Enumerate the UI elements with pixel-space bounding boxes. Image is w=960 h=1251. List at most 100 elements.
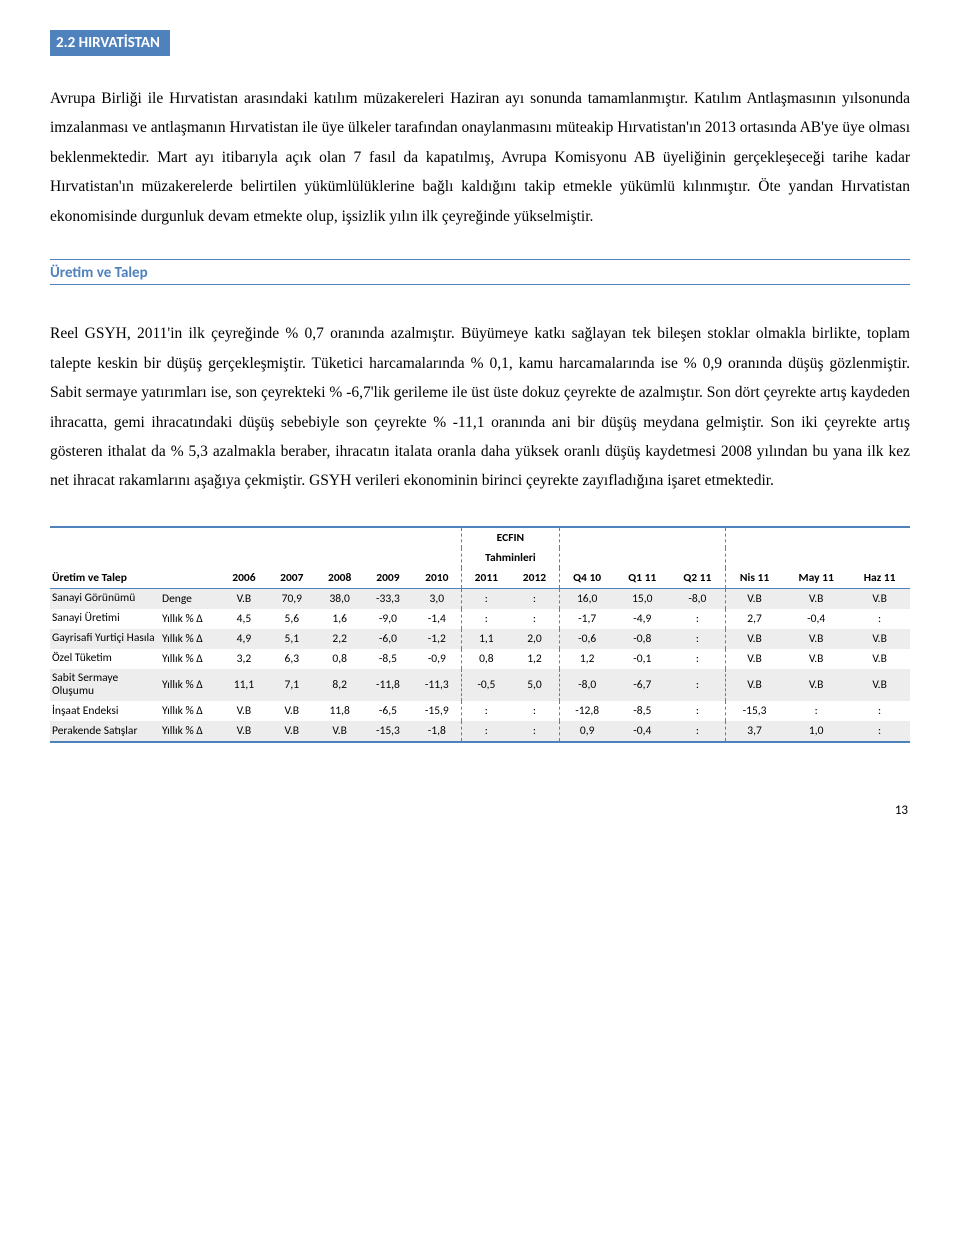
cell: -8,5 bbox=[615, 701, 670, 721]
cell: : bbox=[510, 701, 559, 721]
unit-label: Yıllık % Δ bbox=[160, 701, 220, 721]
cell: -0,6 bbox=[559, 629, 615, 649]
cell: V.B bbox=[316, 721, 364, 742]
intro-paragraph: Avrupa Birliği ile Hırvatistan arasındak… bbox=[50, 84, 910, 231]
cell: 1,2 bbox=[510, 649, 559, 669]
unit-label: Yıllık % Δ bbox=[160, 721, 220, 742]
cell: V.B bbox=[849, 649, 910, 669]
divider-bottom bbox=[50, 284, 910, 285]
cell: 6,3 bbox=[268, 649, 316, 669]
col-header: Nis 11 bbox=[725, 568, 783, 589]
cell: -33,3 bbox=[364, 588, 413, 609]
table-title: Üretim ve Talep bbox=[50, 568, 160, 589]
col-header: 2011 bbox=[462, 568, 511, 589]
table-row: Sanayi ÜretimiYıllık % Δ4,55,61,6-9,0-1,… bbox=[50, 609, 910, 629]
cell: 1,1 bbox=[462, 629, 511, 649]
cell: -6,5 bbox=[364, 701, 413, 721]
cell: 5,0 bbox=[510, 669, 559, 701]
cell: 15,0 bbox=[615, 588, 670, 609]
cell: 2,0 bbox=[510, 629, 559, 649]
col-header: Haz 11 bbox=[849, 568, 910, 589]
cell: V.B bbox=[783, 669, 849, 701]
row-label: İnşaat Endeksi bbox=[50, 701, 160, 721]
cell: 3,7 bbox=[725, 721, 783, 742]
cell: : bbox=[510, 609, 559, 629]
unit-label: Denge bbox=[160, 588, 220, 609]
cell: : bbox=[462, 588, 511, 609]
cell: V.B bbox=[849, 629, 910, 649]
cell: : bbox=[783, 701, 849, 721]
cell: -1,4 bbox=[412, 609, 461, 629]
cell: -0,1 bbox=[615, 649, 670, 669]
cell: 4,5 bbox=[220, 609, 268, 629]
row-label: Gayrisafi Yurtiçi Hasıla bbox=[50, 629, 160, 649]
row-label: Sanayi Üretimi bbox=[50, 609, 160, 629]
cell: 70,9 bbox=[268, 588, 316, 609]
col-header: Q4 10 bbox=[559, 568, 615, 589]
cell: -6,0 bbox=[364, 629, 413, 649]
table-row: Gayrisafi Yurtiçi HasılaYıllık % Δ4,95,1… bbox=[50, 629, 910, 649]
table-row: İnşaat EndeksiYıllık % ΔV.BV.B11,8-6,5-1… bbox=[50, 701, 910, 721]
unit-label: Yıllık % Δ bbox=[160, 669, 220, 701]
row-label: Sanayi Görünümü bbox=[50, 588, 160, 609]
table-row: Perakende SatışlarYıllık % ΔV.BV.BV.B-15… bbox=[50, 721, 910, 742]
col-header: May 11 bbox=[783, 568, 849, 589]
cell: -0,5 bbox=[462, 669, 511, 701]
unit-label: Yıllık % Δ bbox=[160, 629, 220, 649]
cell: V.B bbox=[725, 649, 783, 669]
cell: -11,3 bbox=[412, 669, 461, 701]
cell: -9,0 bbox=[364, 609, 413, 629]
table-row: Sabit Sermaye OluşumuYıllık % Δ11,17,18,… bbox=[50, 669, 910, 701]
row-label: Sabit Sermaye Oluşumu bbox=[50, 669, 160, 701]
cell: -0,4 bbox=[783, 609, 849, 629]
cell: : bbox=[670, 669, 726, 701]
cell: : bbox=[510, 588, 559, 609]
col-header: Q2 11 bbox=[670, 568, 726, 589]
cell: 11,1 bbox=[220, 669, 268, 701]
cell: 0,9 bbox=[559, 721, 615, 742]
cell: : bbox=[849, 701, 910, 721]
cell: 1,0 bbox=[783, 721, 849, 742]
cell: -11,8 bbox=[364, 669, 413, 701]
table-row: Özel TüketimYıllık % Δ3,26,30,8-8,5-0,90… bbox=[50, 649, 910, 669]
cell: V.B bbox=[783, 629, 849, 649]
col-header: 2007 bbox=[268, 568, 316, 589]
cell: 2,2 bbox=[316, 629, 364, 649]
col-header: 2008 bbox=[316, 568, 364, 589]
cell: : bbox=[462, 701, 511, 721]
tahminleri-label: Tahminleri bbox=[462, 548, 559, 568]
unit-label: Yıllık % Δ bbox=[160, 649, 220, 669]
cell: V.B bbox=[849, 669, 910, 701]
cell: V.B bbox=[783, 588, 849, 609]
cell: : bbox=[670, 701, 726, 721]
subheading-block: Üretim ve Talep bbox=[50, 259, 910, 285]
cell: -6,7 bbox=[615, 669, 670, 701]
cell: -8,0 bbox=[559, 669, 615, 701]
cell: -8,5 bbox=[364, 649, 413, 669]
col-header: 2006 bbox=[220, 568, 268, 589]
cell: 11,8 bbox=[316, 701, 364, 721]
cell: V.B bbox=[725, 669, 783, 701]
section-heading: 2.2 HIRVATİSTAN bbox=[50, 30, 170, 56]
cell: 16,0 bbox=[559, 588, 615, 609]
table-row: Sanayi GörünümüDengeV.B70,938,0-33,33,0:… bbox=[50, 588, 910, 609]
cell: V.B bbox=[268, 721, 316, 742]
cell: 5,1 bbox=[268, 629, 316, 649]
cell: : bbox=[849, 721, 910, 742]
cell: V.B bbox=[220, 588, 268, 609]
cell: : bbox=[670, 649, 726, 669]
cell: 5,6 bbox=[268, 609, 316, 629]
cell: 3,0 bbox=[412, 588, 461, 609]
cell: : bbox=[462, 609, 511, 629]
cell: 7,1 bbox=[268, 669, 316, 701]
cell: 38,0 bbox=[316, 588, 364, 609]
col-header: Q1 11 bbox=[615, 568, 670, 589]
ecfin-label: ECFIN bbox=[462, 527, 559, 548]
cell: : bbox=[510, 721, 559, 742]
cell: -15,3 bbox=[725, 701, 783, 721]
col-header: 2010 bbox=[412, 568, 461, 589]
cell: -8,0 bbox=[670, 588, 726, 609]
body-paragraph: Reel GSYH, 2011'in ilk çeyreğinde % 0,7 … bbox=[50, 319, 910, 496]
cell: : bbox=[849, 609, 910, 629]
cell: : bbox=[462, 721, 511, 742]
